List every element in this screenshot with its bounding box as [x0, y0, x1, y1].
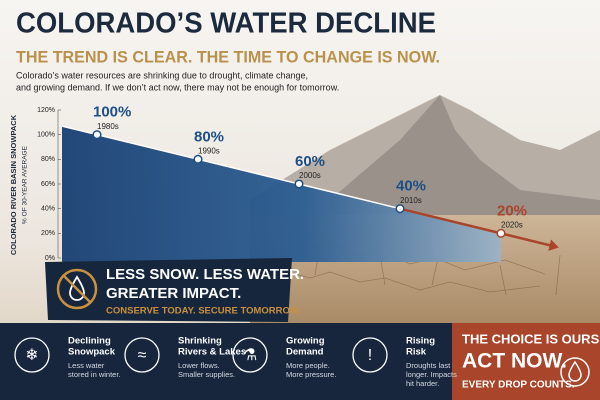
y-tick-label: 20% — [41, 230, 55, 237]
item-text: More people. — [286, 361, 330, 370]
banner-line: LESS SNOW. LESS WATER. — [106, 266, 304, 283]
arrow-head — [548, 239, 559, 251]
item-icon — [14, 337, 50, 373]
item-icon — [232, 337, 268, 373]
y-tick-label: 60% — [41, 181, 55, 188]
item-title: Snowpack — [68, 347, 116, 358]
item-icon — [124, 337, 160, 373]
item-icon-glyph: ⚗ — [243, 347, 257, 364]
banner-tagline: CONSERVE TODAY. SECURE TOMORROW. — [106, 306, 301, 317]
category-label: 2000s — [299, 171, 321, 180]
item-text: Less water — [68, 361, 105, 370]
y-tick-label: 0% — [45, 255, 55, 262]
data-point — [193, 154, 203, 164]
cta-line: ACT NOW. — [462, 350, 567, 373]
value-label: 100% — [93, 104, 131, 121]
title: COLORADO’S WATER DECLINE — [16, 8, 436, 40]
item-text: longer. Impacts — [406, 370, 457, 379]
cta-drop — [568, 360, 582, 382]
water-area — [62, 126, 501, 263]
subtitle: THE TREND IS CLEAR. THE TIME TO CHANGE I… — [16, 47, 440, 66]
y-tick-label: 80% — [41, 156, 55, 163]
item-title: Risk — [406, 347, 427, 358]
value-label: 20% — [497, 202, 527, 219]
item-text: hit harder. — [406, 379, 439, 388]
banner-line: GREATER IMPACT. — [106, 285, 241, 302]
item-title: Shrinking — [178, 336, 222, 347]
item-text: Lower flows. — [178, 361, 220, 370]
item-icon-glyph: ❄ — [25, 347, 38, 364]
data-point — [294, 179, 304, 189]
item-title: Rising — [406, 336, 435, 347]
category-label: 2010s — [400, 196, 422, 205]
description: and growing demand. If we don’t act now,… — [16, 82, 339, 92]
item-text: Smaller supplies. — [178, 370, 235, 379]
value-label: 60% — [295, 153, 325, 170]
y-tick-label: 40% — [41, 206, 55, 213]
category-label: 1990s — [198, 146, 220, 155]
value-label: 80% — [194, 128, 224, 145]
chart: 0% 20% 40% 60% 80% 100% 120% COLORADO RIVER BAS… — [9, 104, 559, 263]
item-text: Droughts last — [406, 361, 451, 370]
cta-line: EVERY DROP COUNTS. — [462, 380, 575, 391]
item-icon-glyph: ! — [368, 347, 372, 364]
item-title: Rivers & Lakes — [178, 347, 246, 358]
banner-icon — [56, 268, 98, 310]
mountains-shade — [330, 95, 600, 230]
y-tick-label: 120% — [37, 107, 55, 114]
item-text: stored in winter. — [68, 370, 121, 379]
item-text: More pressure. — [286, 370, 336, 379]
cta-icon — [560, 357, 590, 387]
category-label: 2020s — [501, 220, 523, 229]
category-label: 1980s — [97, 122, 119, 131]
item-title: Growing — [286, 336, 325, 347]
banner-icon-slash — [62, 274, 92, 304]
value-label: 40% — [396, 178, 426, 195]
banner-bg — [45, 258, 292, 322]
item-icon-glyph: ≈ — [138, 347, 147, 364]
data-point — [496, 228, 506, 238]
data-point — [92, 130, 102, 140]
drop-icon — [69, 275, 85, 301]
y-tick-label: 100% — [37, 132, 55, 139]
decline-arrow — [399, 207, 552, 247]
item-icon — [352, 337, 388, 373]
item-title: Declining — [68, 336, 111, 347]
data-point — [395, 204, 405, 214]
footer-bg — [0, 323, 452, 400]
item-title: Demand — [286, 347, 324, 358]
y-axis-label: COLORADO RIVER BASIN SNOWPACK — [9, 114, 18, 255]
description: Colorado’s water resources are shrinking… — [16, 70, 308, 80]
y-axis-label: % OF 30-YEAR AVERAGE — [22, 145, 29, 224]
cta-line: THE CHOICE IS OURS. — [462, 331, 600, 346]
